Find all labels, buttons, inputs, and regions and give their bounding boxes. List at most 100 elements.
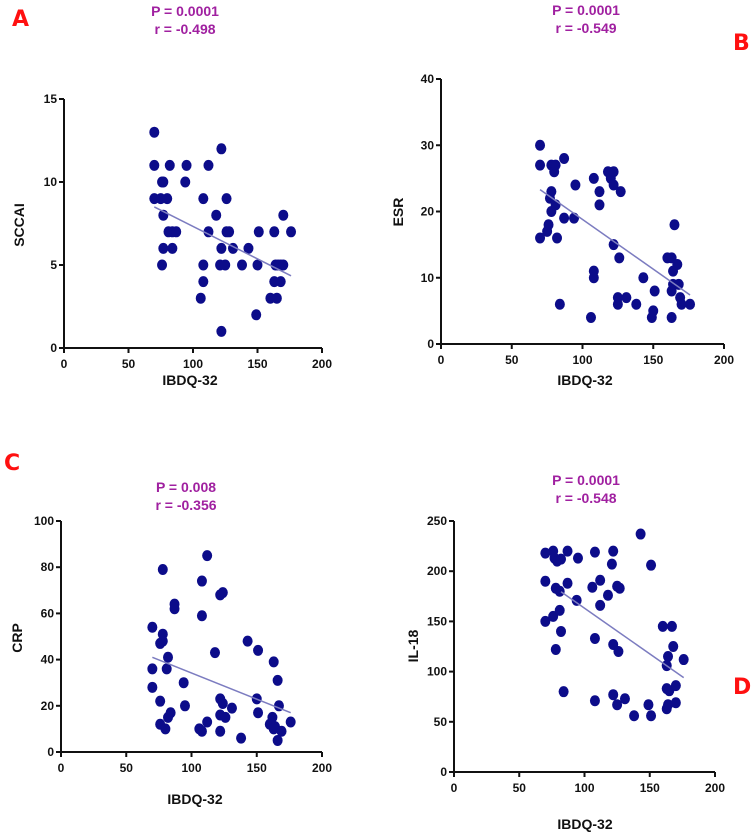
data-point (663, 651, 674, 663)
data-point (149, 159, 160, 171)
data-point (158, 242, 169, 254)
data-point (198, 276, 209, 288)
data-point (559, 153, 570, 164)
data-point (631, 298, 642, 310)
data-point (558, 686, 569, 698)
data-point (224, 226, 235, 238)
y-tick-label: 40 (41, 653, 55, 667)
data-point (676, 298, 687, 310)
x-tick-label: 50 (505, 353, 519, 367)
data-point (181, 159, 192, 171)
data-point (196, 610, 207, 622)
data-point (554, 298, 565, 310)
data-point (540, 575, 551, 587)
data-point (216, 325, 227, 337)
data-point (285, 716, 296, 728)
data-point (157, 564, 168, 576)
regression-line (539, 189, 691, 296)
data-point (271, 292, 282, 304)
data-point (171, 226, 182, 238)
data-point (554, 604, 565, 616)
data-point (162, 193, 173, 205)
data-point (286, 226, 297, 238)
data-point (589, 632, 600, 644)
data-point (594, 186, 605, 198)
y-tick-label: 80 (41, 560, 55, 574)
panel-letter: B (733, 31, 750, 56)
data-point (226, 702, 237, 714)
data-point (612, 699, 623, 711)
x-tick-label: 50 (122, 357, 136, 371)
p-value-label: P = 0.0001 (151, 3, 219, 19)
y-tick-label: 250 (427, 514, 447, 528)
data-point (588, 172, 599, 184)
y-tick-label: 100 (34, 514, 54, 528)
data-point (196, 575, 207, 587)
data-point (554, 585, 565, 597)
x-tick-label: 100 (183, 357, 203, 371)
x-tick-label: 0 (58, 761, 65, 775)
data-point (278, 209, 289, 221)
panel-c: C P = 0.008 r = -0.356 0 50 100 150 200 0 20 40 60 8… (4, 451, 332, 807)
data-point (253, 644, 264, 656)
data-point (629, 710, 640, 722)
data-point (556, 625, 567, 637)
x-tick-label: 200 (312, 357, 332, 371)
data-point (685, 298, 696, 310)
data-point (203, 226, 214, 238)
p-value-label: P = 0.0001 (552, 2, 620, 18)
x-tick-label: 200 (705, 781, 725, 795)
data-point (157, 259, 168, 271)
data-point (268, 656, 279, 668)
data-point (195, 292, 206, 304)
y-tick-label: 10 (44, 175, 58, 189)
regression-line (560, 591, 685, 679)
data-point (169, 603, 180, 615)
data-point (268, 723, 279, 735)
data-point (167, 242, 178, 254)
y-axis-title: SCCAI (11, 203, 27, 247)
data-point (216, 242, 227, 254)
x-tick-label: 150 (640, 781, 660, 795)
data-point (608, 545, 619, 557)
data-point (588, 272, 599, 284)
y-tick-label: 15 (44, 92, 58, 106)
y-tick-label: 10 (421, 271, 435, 285)
x-tick-label: 50 (513, 781, 527, 795)
x-tick-label: 100 (572, 353, 592, 367)
y-tick-label: 5 (50, 258, 57, 272)
data-point (160, 723, 171, 735)
data-point (570, 179, 581, 191)
data-point (657, 620, 668, 632)
data-point (552, 232, 563, 244)
data-point (614, 252, 625, 264)
data-point (155, 695, 166, 707)
panel-a: A P = 0.0001 r = -0.498 0 50 100 150 200 0 5 10 15 I… (11, 3, 332, 388)
y-tick-label: 100 (427, 665, 447, 679)
data-point (648, 305, 659, 317)
x-tick-label: 150 (247, 357, 267, 371)
y-axis-title: CRP (9, 623, 25, 653)
data-point (149, 126, 160, 138)
r-value-label: r = -0.498 (154, 21, 215, 37)
data-point (550, 159, 561, 171)
data-point (180, 176, 191, 188)
data-point (161, 663, 172, 675)
y-tick-label: 60 (41, 606, 55, 620)
data-point (179, 700, 190, 712)
data-point (615, 186, 626, 198)
data-point (220, 259, 231, 271)
data-point (535, 232, 546, 244)
data-point (178, 677, 189, 689)
x-tick-label: 0 (451, 781, 458, 795)
data-point (670, 697, 681, 709)
data-point (594, 199, 605, 211)
data-point (203, 159, 214, 171)
data-point (253, 226, 264, 238)
data-point (252, 259, 263, 271)
data-point (585, 312, 596, 323)
data-point (147, 621, 158, 633)
data-point (614, 582, 625, 594)
x-axis-title: IBDQ-32 (557, 816, 612, 832)
data-point (602, 589, 613, 601)
